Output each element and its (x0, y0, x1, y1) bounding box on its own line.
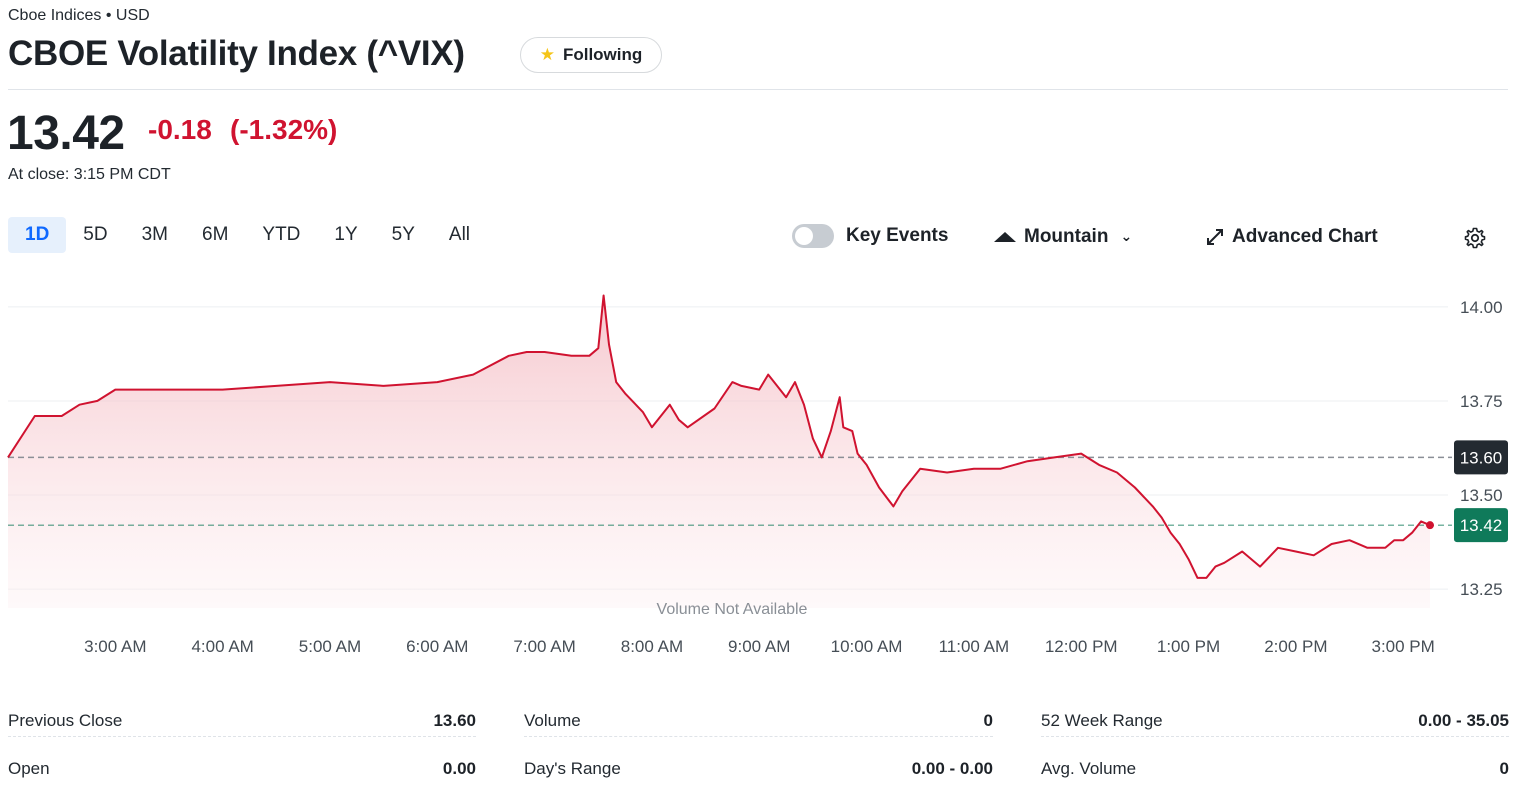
x-axis: 3:00 AM 4:00 AM 5:00 AM 6:00 AM 7:00 AM 8:00 … (84, 637, 1435, 656)
y-tick-label: 14.00 (1460, 298, 1503, 317)
x-tick-label: 12:00 PM (1045, 637, 1118, 656)
price-change-percent: (-1.32%) (230, 114, 338, 145)
x-tick-label: 8:00 AM (621, 637, 683, 656)
stat-row: 52 Week Range 0.00 - 35.05 (1041, 705, 1509, 737)
price-change: -0.18 (148, 114, 212, 145)
y-tick-label: 13.25 (1460, 580, 1503, 599)
current-price-badge (1454, 508, 1508, 543)
stat-value: 0 (1499, 759, 1509, 778)
stat-label: Volume (524, 710, 581, 730)
key-events-label: Key Events (846, 225, 949, 246)
range-tab[interactable]: YTD (262, 224, 301, 245)
stat-row: Volume 0 (524, 705, 993, 737)
current-price-badge-label: 13.42 (1460, 516, 1503, 535)
key-events-toggle[interactable]: Key Events (792, 224, 948, 248)
stat-label: Previous Close (8, 710, 123, 730)
page-title: CBOE Volatility Index (^VIX) (8, 34, 465, 73)
x-tick-label: 9:00 AM (728, 637, 790, 656)
stat-value: 13.60 (433, 710, 476, 730)
range-tab[interactable]: 5D (83, 224, 108, 245)
stat-row: Open 0.00 (8, 753, 476, 785)
stat-row: Day's Range 0.00 - 0.00 (524, 753, 993, 785)
following-button[interactable]: ★ Following (520, 37, 662, 73)
last-price-dot (1426, 521, 1434, 530)
x-tick-label: 3:00 AM (84, 637, 146, 656)
chart-type-dropdown[interactable]: Mountain ⌄ (994, 226, 1132, 248)
stat-value: 0 (983, 710, 993, 730)
price-line (7, 294, 1431, 579)
y-tick-label: 13.50 (1460, 486, 1503, 505)
chevron-down-icon: ⌄ (1120, 227, 1133, 244)
stat-value: 0.00 (442, 759, 476, 778)
y-axis: 14.00 13.75 13.50 13.25 (1460, 298, 1503, 599)
x-tick-label: 4:00 AM (191, 637, 253, 656)
advanced-chart-button[interactable]: Advanced Chart (1206, 226, 1378, 248)
x-tick-label: 7:00 AM (513, 637, 575, 656)
current-price: 13.42 (7, 107, 125, 160)
range-tab[interactable]: 3M (141, 224, 168, 245)
previous-close-badge-label: 13.60 (1460, 448, 1503, 467)
stat-value: 0.00 - 0.00 (911, 759, 993, 778)
toggle-switch[interactable] (792, 224, 834, 248)
stat-label: Avg. Volume (1041, 759, 1137, 778)
time-range-selector: 1D 5D 3M 6M YTD 1Y 5Y All (8, 217, 487, 253)
x-tick-label: 2:00 PM (1264, 637, 1327, 656)
stat-row: Previous Close 13.60 (8, 705, 476, 737)
x-tick-label: 5:00 AM (299, 637, 361, 656)
range-tab[interactable]: 1Y (334, 224, 358, 245)
previous-close-badge (1454, 440, 1508, 475)
y-tick-label: 13.75 (1460, 392, 1503, 411)
range-tab[interactable]: 6M (202, 224, 229, 245)
range-tab[interactable]: All (448, 224, 471, 245)
range-tab[interactable]: 5Y (391, 224, 415, 245)
stat-value: 0.00 - 35.05 (1418, 710, 1509, 730)
x-tick-label: 11:00 AM (939, 637, 1010, 656)
mountain-icon (994, 232, 1016, 242)
settings-gear-icon[interactable] (1463, 226, 1487, 250)
x-tick-label: 6:00 AM (406, 637, 468, 656)
stat-label: Open (8, 759, 50, 778)
stat-row: Avg. Volume 0 (1041, 753, 1509, 785)
advanced-chart-label: Advanced Chart (1232, 226, 1378, 247)
stat-label: 52 Week Range (1041, 710, 1163, 730)
x-tick-label: 1:00 PM (1157, 637, 1220, 656)
x-tick-label: 10:00 AM (831, 637, 903, 656)
range-tab[interactable]: 1D (8, 217, 67, 253)
market-close-note: At close: 3:15 PM CDT (8, 166, 171, 183)
volume-note: Volume Not Available (657, 601, 808, 618)
price-chart[interactable]: 14.00 13.75 13.50 13.25 13.60 13.42 Volume N… (0, 280, 1514, 670)
following-label: Following (562, 45, 643, 64)
price-area-fill (8, 295, 1430, 608)
exchange-subtitle: Cboe Indices • USD (8, 7, 150, 24)
expand-icon (1207, 229, 1223, 245)
star-icon: ★ (539, 45, 555, 64)
stat-label: Day's Range (524, 759, 621, 778)
x-tick-label: 3:00 PM (1372, 637, 1435, 656)
chart-type-label: Mountain (1024, 226, 1109, 247)
header-divider (8, 89, 1508, 90)
